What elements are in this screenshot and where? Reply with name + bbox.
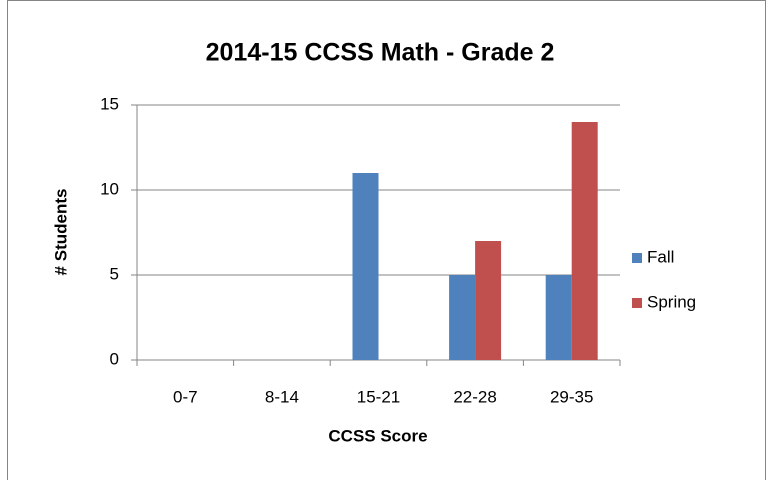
bar xyxy=(571,122,598,360)
legend-label: Fall xyxy=(647,247,674,266)
legend-swatch xyxy=(632,253,642,263)
x-tick-label: 15-21 xyxy=(357,387,400,406)
bar xyxy=(475,241,502,360)
legend-swatch xyxy=(632,298,642,308)
y-axis-title: # Students xyxy=(51,189,70,276)
chart-frame xyxy=(7,0,766,480)
y-tick-label: 10 xyxy=(100,179,119,198)
x-tick-label: 8-14 xyxy=(265,387,299,406)
x-axis-title: CCSS Score xyxy=(328,426,427,445)
x-tick-label: 0-7 xyxy=(173,387,198,406)
x-tick-label: 29-35 xyxy=(550,387,593,406)
y-tick-label: 5 xyxy=(110,264,119,283)
bar xyxy=(545,275,572,360)
y-tick-label: 15 xyxy=(100,94,119,113)
bar xyxy=(352,173,379,360)
x-tick-label: 22-28 xyxy=(453,387,496,406)
chart-title: 2014-15 CCSS Math - Grade 2 xyxy=(206,39,555,67)
y-tick-label: 0 xyxy=(110,349,119,368)
legend-label: Spring xyxy=(647,292,696,311)
bar xyxy=(449,275,476,360)
